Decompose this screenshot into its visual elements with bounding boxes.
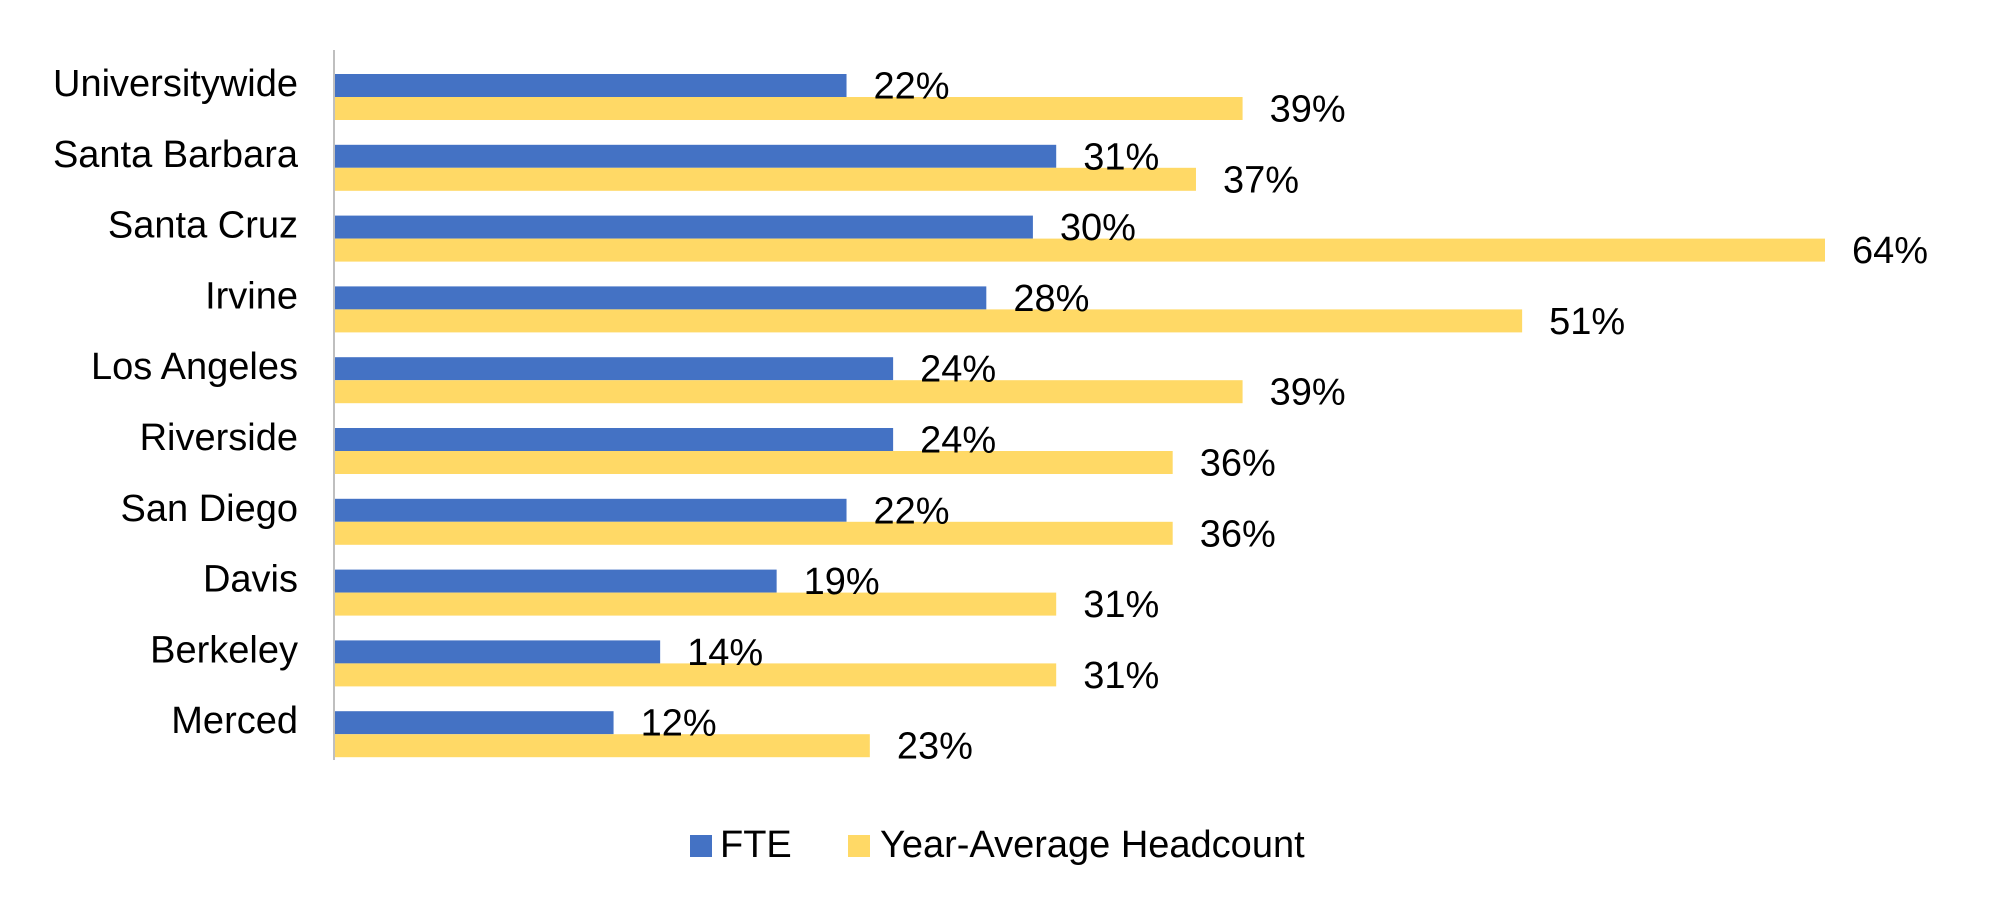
data-label-year-average-headcount-davis: 31% xyxy=(1083,584,1159,626)
data-label-year-average-headcount-berkeley: 31% xyxy=(1083,655,1159,697)
legend-label-headcount: Year-Average Headcount xyxy=(880,824,1305,866)
category-label-santa-cruz: Santa Cruz xyxy=(108,205,298,247)
bar-fte-merced xyxy=(334,711,614,735)
category-label-davis: Davis xyxy=(203,559,298,601)
data-label-fte-davis: 19% xyxy=(804,561,880,603)
data-label-fte-los-angeles: 24% xyxy=(920,349,996,391)
data-label-fte-universitywide: 22% xyxy=(874,66,950,108)
bar-year-average-headcount-berkeley xyxy=(334,663,1057,687)
data-label-fte-san-diego: 22% xyxy=(874,490,950,532)
data-label-fte-irvine: 28% xyxy=(1013,278,1089,320)
bar-year-average-headcount-davis xyxy=(334,592,1057,616)
bar-fte-los-angeles xyxy=(334,357,894,381)
bar-fte-san-diego xyxy=(334,498,847,522)
data-label-fte-merced: 12% xyxy=(641,703,717,745)
bar-fte-berkeley xyxy=(334,640,661,664)
bar-year-average-headcount-riverside xyxy=(334,451,1173,474)
bars xyxy=(334,74,1825,758)
category-label-riverside: Riverside xyxy=(140,417,298,459)
data-label-fte-berkeley: 14% xyxy=(687,632,763,674)
category-label-san-diego: San Diego xyxy=(121,488,298,530)
data-label-year-average-headcount-merced: 23% xyxy=(897,726,973,768)
bar-fte-davis xyxy=(334,569,777,593)
data-label-fte-santa-cruz: 30% xyxy=(1060,207,1136,249)
bar-year-average-headcount-santa-barbara xyxy=(334,167,1196,191)
category-label-berkeley: Berkeley xyxy=(150,629,298,671)
legend: FTE Year-Average Headcount xyxy=(690,824,1305,866)
category-labels: Universitywide Santa Barbara Santa Cruz Irv… xyxy=(53,63,299,742)
data-label-year-average-headcount-santa-barbara: 37% xyxy=(1223,159,1299,201)
data-label-year-average-headcount-universitywide: 39% xyxy=(1270,89,1346,131)
data-label-year-average-headcount-santa-cruz: 64% xyxy=(1852,230,1928,272)
data-label-year-average-headcount-san-diego: 36% xyxy=(1200,513,1276,555)
bar-year-average-headcount-irvine xyxy=(334,309,1523,333)
bar-fte-irvine xyxy=(334,286,987,310)
bar-fte-santa-cruz xyxy=(334,215,1033,239)
data-label-fte-santa-barbara: 31% xyxy=(1083,136,1159,178)
data-label-fte-riverside: 24% xyxy=(920,420,996,462)
bar-fte-universitywide xyxy=(334,74,847,97)
category-label-santa-barbara: Santa Barbara xyxy=(53,134,299,176)
bar-fte-santa-barbara xyxy=(334,144,1057,168)
data-label-year-average-headcount-irvine: 51% xyxy=(1549,301,1625,343)
bar-fte-riverside xyxy=(334,428,894,451)
data-label-year-average-headcount-los-angeles: 39% xyxy=(1270,372,1346,414)
bar-year-average-headcount-merced xyxy=(334,734,870,758)
legend-label-fte: FTE xyxy=(720,824,792,866)
bar-year-average-headcount-santa-cruz xyxy=(334,238,1825,262)
legend-swatch-headcount xyxy=(848,835,870,857)
bar-year-average-headcount-los-angeles xyxy=(334,380,1243,404)
category-label-universitywide: Universitywide xyxy=(53,63,298,105)
bar-year-average-headcount-universitywide xyxy=(334,97,1243,120)
category-label-los-angeles: Los Angeles xyxy=(91,346,298,388)
bar-year-average-headcount-san-diego xyxy=(334,521,1173,545)
category-label-irvine: Irvine xyxy=(205,275,298,317)
value-labels: 22% 39% 31% 37% 30% 64% 28% 51% 24% 39% 24% 36% 22% 3… xyxy=(641,66,1929,768)
category-label-merced: Merced xyxy=(171,700,298,742)
data-label-year-average-headcount-riverside: 36% xyxy=(1200,443,1276,485)
legend-swatch-fte xyxy=(690,835,712,857)
